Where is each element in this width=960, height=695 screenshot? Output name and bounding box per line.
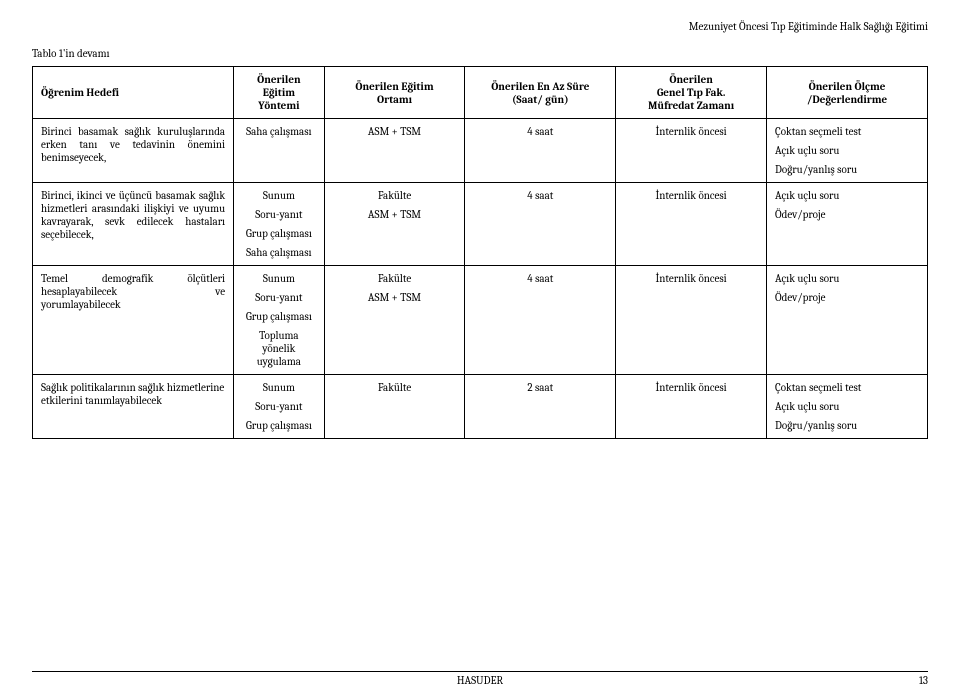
table-row: Birinci basamak sağlık kuruluşlarında er… [33, 119, 928, 183]
eval-item: Çoktan seçmeli test [775, 125, 919, 138]
eval-item: Çoktan seçmeli test [775, 381, 919, 394]
cell-objective: Birinci, ikinci ve üçüncü basamak sağlık… [33, 183, 234, 266]
eval-item: Ödev/proje [775, 208, 919, 221]
table-row: Birinci, ikinci ve üçüncü basamak sağlık… [33, 183, 928, 266]
cell-environment: Fakülte ASM + TSM [324, 266, 465, 375]
col-eval-l1: Önerilen Ölçme [775, 80, 919, 93]
obj-word: demografik [102, 272, 153, 285]
cell-timing: İnternlik öncesi [616, 266, 767, 375]
col-time-l1: Önerilen [624, 73, 758, 86]
cell-evaluation: Çoktan seçmeli test Açık uçlu soru Doğru… [767, 375, 928, 439]
page-footer: HASUDER 13 [32, 671, 928, 687]
cell-evaluation: Açık uçlu soru Ödev/proje [767, 266, 928, 375]
col-evaluation: Önerilen Ölçme /Değerlendirme [767, 67, 928, 119]
cell-environment: Fakülte [324, 375, 465, 439]
document-header: Mezuniyet Öncesi Tıp Eğitiminde Halk Sağ… [32, 20, 928, 33]
curriculum-table: Öğrenim Hedefi Önerilen Eğitim Yöntemi Ö… [32, 66, 928, 439]
col-method-l1: Önerilen [242, 73, 316, 86]
cell-timing: İnternlik öncesi [616, 375, 767, 439]
col-method-l3: Yöntemi [242, 99, 316, 112]
cell-environment: ASM + TSM [324, 119, 465, 183]
cell-evaluation: Çoktan seçmeli test Açık uçlu soru Doğru… [767, 119, 928, 183]
footer-page-number: 13 [919, 674, 928, 687]
eval-item: Açık uçlu soru [775, 144, 919, 157]
obj-word: Temel [41, 272, 68, 285]
eval-item: Açık uçlu soru [775, 189, 919, 202]
cell-objective: Sağlık politikalarının sağlık hizmetleri… [33, 375, 234, 439]
eval-item: Doğru/yanlış soru [775, 419, 919, 432]
env-item: Fakülte [333, 272, 457, 285]
env-item: ASM + TSM [333, 125, 457, 138]
obj-word: hesaplayabilecek [41, 285, 117, 298]
method-item: Sunum [242, 189, 316, 202]
col-objective: Öğrenim Hedefi [33, 67, 234, 119]
col-dur-l2: (Saat/ gün) [473, 93, 607, 106]
cell-evaluation: Açık uçlu soru Ödev/proje [767, 183, 928, 266]
eval-item: Ödev/proje [775, 291, 919, 304]
method-item: Sunum [242, 272, 316, 285]
method-item: Saha çalışması [242, 125, 316, 138]
method-item: Saha çalışması [242, 246, 316, 259]
cell-method: Sunum Soru-yanıt Grup çalışması Topluma … [234, 266, 325, 375]
env-item: Fakülte [333, 381, 457, 394]
col-timing: Önerilen Genel Tıp Fak. Müfredat Zamanı [616, 67, 767, 119]
col-time-l3: Müfredat Zamanı [624, 99, 758, 112]
cell-method: Saha çalışması [234, 119, 325, 183]
method-item: Grup çalışması [242, 419, 316, 432]
env-item: ASM + TSM [333, 208, 457, 221]
footer-center: HASUDER [457, 674, 503, 687]
table-header-row: Öğrenim Hedefi Önerilen Eğitim Yöntemi Ö… [33, 67, 928, 119]
col-env-l2: Ortamı [333, 93, 457, 106]
method-item: Grup çalışması [242, 310, 316, 323]
col-env-l1: Önerilen Eğitim [333, 80, 457, 93]
method-item: Soru-yanıt [242, 291, 316, 304]
method-item: Grup çalışması [242, 227, 316, 240]
env-item: ASM + TSM [333, 291, 457, 304]
eval-item: Açık uçlu soru [775, 400, 919, 413]
cell-environment: Fakülte ASM + TSM [324, 183, 465, 266]
method-item: Soru-yanıt [242, 400, 316, 413]
cell-method: Sunum Soru-yanıt Grup çalışması [234, 375, 325, 439]
obj-word: yorumlayabilecek [41, 298, 225, 311]
cell-timing: İnternlik öncesi [616, 119, 767, 183]
table-caption: Tablo 1'in devamı [32, 47, 928, 60]
col-duration: Önerilen En Az Süre (Saat/ gün) [465, 67, 616, 119]
cell-duration: 4 saat [465, 119, 616, 183]
cell-objective: Temel demografik ölçütleri hesaplayabile… [33, 266, 234, 375]
col-time-l2: Genel Tıp Fak. [624, 86, 758, 99]
obj-word: ölçütleri [187, 272, 225, 285]
cell-duration: 2 saat [465, 375, 616, 439]
col-environment: Önerilen Eğitim Ortamı [324, 67, 465, 119]
method-item: Topluma yönelik uygulama [242, 329, 316, 368]
cell-objective: Birinci basamak sağlık kuruluşlarında er… [33, 119, 234, 183]
method-item: Sunum [242, 381, 316, 394]
col-method: Önerilen Eğitim Yöntemi [234, 67, 325, 119]
method-item: Soru-yanıt [242, 208, 316, 221]
env-item: Fakülte [333, 189, 457, 202]
eval-item: Doğru/yanlış soru [775, 163, 919, 176]
cell-method: Sunum Soru-yanıt Grup çalışması Saha çal… [234, 183, 325, 266]
eval-item: Açık uçlu soru [775, 272, 919, 285]
table-row: Temel demografik ölçütleri hesaplayabile… [33, 266, 928, 375]
col-eval-l2: /Değerlendirme [775, 93, 919, 106]
col-dur-l1: Önerilen En Az Süre [473, 80, 607, 93]
table-row: Sağlık politikalarının sağlık hizmetleri… [33, 375, 928, 439]
obj-word: ve [215, 285, 225, 298]
col-method-l2: Eğitim [242, 86, 316, 99]
cell-duration: 4 saat [465, 266, 616, 375]
cell-duration: 4 saat [465, 183, 616, 266]
cell-timing: İnternlik öncesi [616, 183, 767, 266]
